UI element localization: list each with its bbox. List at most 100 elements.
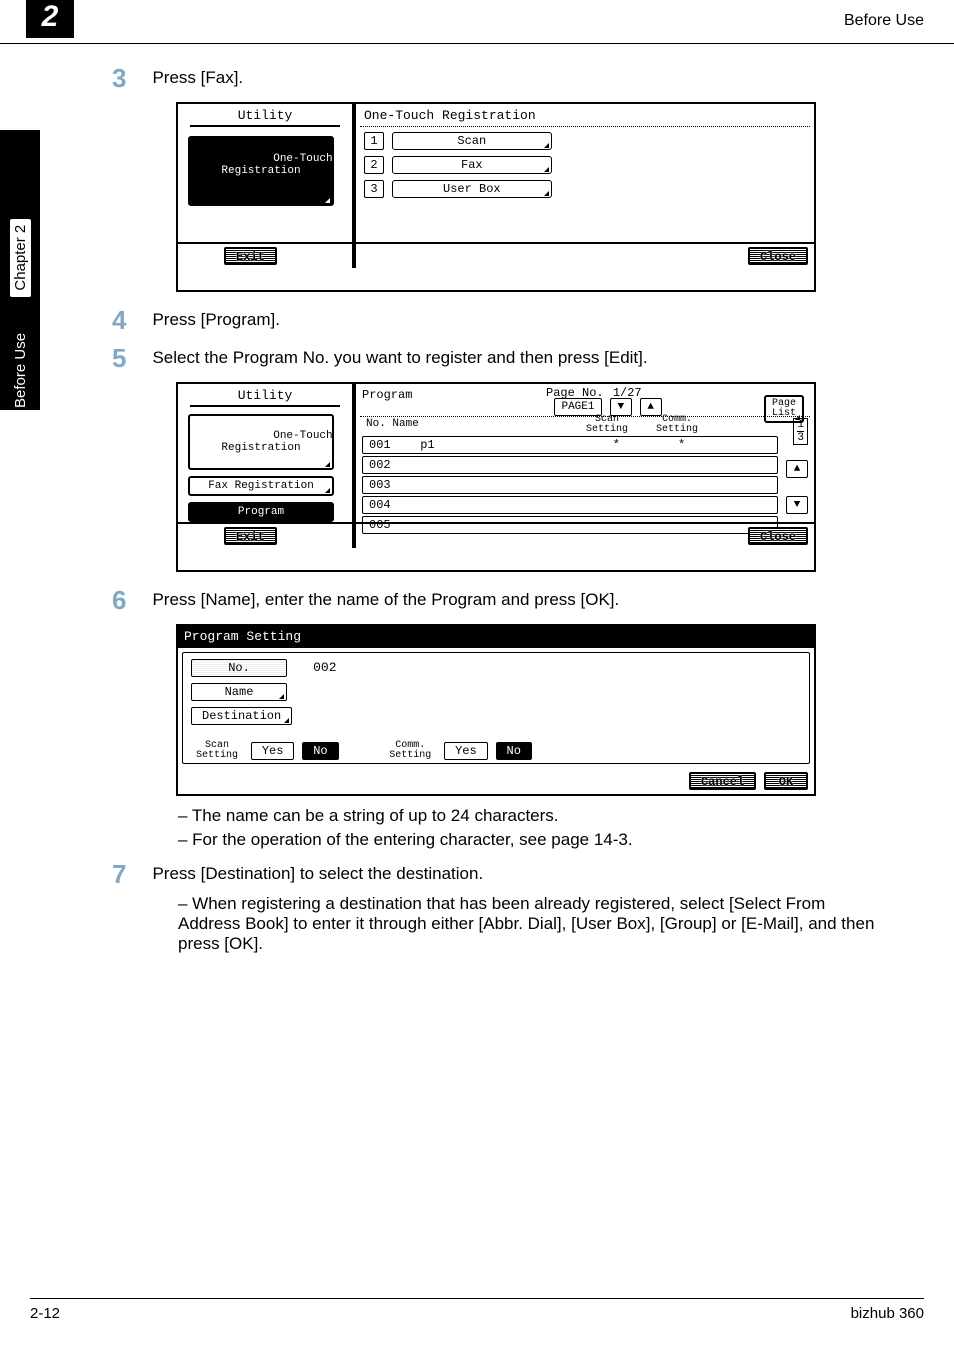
comm-yes-button[interactable]: Yes	[444, 742, 488, 760]
ok-button[interactable]: OK	[764, 772, 808, 790]
row2-num: 2	[364, 156, 384, 174]
screen-b-footer-left: Exit	[178, 522, 352, 548]
screen-a-footer-left: Exit	[178, 242, 352, 268]
step-6-num: 6	[112, 586, 148, 614]
content: 3 Press [Fax]. Utility One-Touch Registr…	[112, 58, 924, 958]
chapter-badge: 2	[26, 0, 74, 38]
exit-button[interactable]: Exit	[224, 247, 277, 265]
step-3-num: 3	[112, 64, 148, 92]
destination-label: Destination	[202, 709, 281, 723]
screen-b-right: Program Page No. 1/27 PAGE1 ▼ ▲ Page Lis…	[356, 384, 814, 548]
step-4: 4 Press [Program].	[112, 306, 924, 334]
row2-no: 002	[369, 458, 391, 472]
userbox-button[interactable]: User Box	[392, 180, 552, 198]
utility-title-b: Utility	[190, 388, 340, 407]
no-value: 002	[295, 660, 355, 675]
step-7-num: 7	[112, 860, 148, 888]
scan-no-button[interactable]: No	[302, 742, 338, 760]
row1-name: p1	[420, 437, 580, 453]
col-comm: Comm. Setting	[656, 415, 698, 435]
scroll-up-button[interactable]: ▲	[786, 460, 808, 478]
frac-bot: 3	[797, 432, 804, 444]
screen-a-title: One-Touch Registration	[364, 108, 536, 123]
one-touch-reg-tab-b[interactable]: One-Touch Registration	[188, 414, 334, 470]
fax-registration-tab[interactable]: Fax Registration	[188, 476, 334, 496]
fax-label: Fax	[461, 158, 483, 172]
fax-registration-label: Fax Registration	[208, 480, 314, 492]
step-3-text: Press [Fax].	[152, 64, 243, 92]
notes-7: – When registering a destination that ha…	[178, 894, 924, 954]
program-tab-label: Program	[238, 506, 284, 518]
cancel-button[interactable]: Cancel	[689, 772, 756, 790]
scan-label: Scan	[457, 134, 486, 148]
destination-button[interactable]: Destination	[191, 707, 292, 725]
row3-no: 003	[369, 478, 391, 492]
scan-yes-button[interactable]: Yes	[251, 742, 295, 760]
side-tab: Before Use Chapter 2	[0, 130, 40, 410]
one-touch-reg-label-b: One-Touch Registration	[221, 430, 332, 454]
col-no-name: No. Name	[366, 418, 419, 430]
table-row[interactable]: 003	[362, 476, 778, 494]
fax-button[interactable]: Fax	[392, 156, 552, 174]
screen-a-footer-right: Close	[356, 242, 814, 268]
one-touch-registration-label: One-Touch Registration	[221, 153, 332, 177]
screen-one-touch: Utility One-Touch Registration Exit One-…	[176, 102, 816, 292]
userbox-label: User Box	[443, 182, 501, 196]
close-button[interactable]: Close	[748, 247, 808, 265]
note-1: – The name can be a string of up to 24 c…	[178, 806, 924, 826]
row1-scan: *	[587, 437, 645, 453]
page-footer: 2-12 bizhub 360	[30, 1298, 924, 1326]
notes-6: – The name can be a string of up to 24 c…	[178, 806, 924, 850]
scroll-down-button[interactable]: ▼	[786, 496, 808, 514]
row4-no: 004	[369, 498, 391, 512]
row3-num: 3	[364, 180, 384, 198]
step-3: 3 Press [Fax].	[112, 64, 924, 92]
step-4-num: 4	[112, 306, 148, 334]
exit-button-b[interactable]: Exit	[224, 527, 277, 545]
step-5: 5 Select the Program No. you want to reg…	[112, 344, 924, 372]
screen-a-left: Utility One-Touch Registration Exit	[178, 104, 356, 268]
sidetab-line1: Before Use	[12, 333, 29, 408]
step-7: 7 Press [Destination] to select the dest…	[112, 860, 924, 888]
scan-button[interactable]: Scan	[392, 132, 552, 150]
program-title: Program	[362, 388, 412, 402]
row1-num: 1	[364, 132, 384, 150]
product-name: bizhub 360	[851, 1305, 924, 1322]
utility-title: Utility	[190, 108, 340, 127]
name-button[interactable]: Name	[191, 683, 287, 701]
note-3: – When registering a destination that ha…	[178, 894, 878, 954]
section-title: Before Use	[844, 12, 924, 30]
table-row[interactable]: 002	[362, 456, 778, 474]
note-2: – For the operation of the entering char…	[178, 830, 924, 850]
table-row[interactable]: 004	[362, 496, 778, 514]
page-number: 2-12	[30, 1305, 60, 1322]
screen-b-footer-right: Close	[356, 522, 814, 548]
row1-comm: *	[653, 437, 711, 453]
screen-b-left: Utility One-Touch Registration Fax Regis…	[178, 384, 356, 548]
screen-program-setting: Program Setting No. 002 Name Destination…	[176, 624, 816, 796]
page-header: 2 Before Use	[0, 0, 954, 44]
name-label: Name	[225, 685, 254, 699]
sidetab-line2: Chapter 2	[10, 219, 31, 297]
col-scan: Scan Setting	[586, 415, 628, 435]
program-setting-title: Program Setting	[178, 626, 814, 648]
step-4-text: Press [Program].	[152, 306, 280, 334]
step-5-num: 5	[112, 344, 148, 372]
close-button-b[interactable]: Close	[748, 527, 808, 545]
comm-no-button[interactable]: No	[496, 742, 532, 760]
row1-no: 001	[369, 437, 413, 453]
one-touch-registration-tab[interactable]: One-Touch Registration	[188, 136, 334, 206]
screen-a-right: One-Touch Registration 1 Scan 2 Fax 3 Us…	[356, 104, 814, 268]
step-7-text: Press [Destination] to select the destin…	[152, 860, 483, 888]
no-label: No.	[191, 659, 287, 677]
step-6-text: Press [Name], enter the name of the Prog…	[152, 586, 619, 614]
frac-top: 1	[797, 419, 804, 432]
scan-setting-label: Scan Setting	[191, 741, 243, 761]
step-6: 6 Press [Name], enter the name of the Pr…	[112, 586, 924, 614]
screen-program-list: Utility One-Touch Registration Fax Regis…	[176, 382, 816, 572]
comm-setting-label: Comm. Setting	[384, 741, 436, 761]
program-tab[interactable]: Program	[188, 502, 334, 522]
page-up-button[interactable]: ▲	[640, 398, 662, 416]
table-row[interactable]: 001 p1 * *	[362, 436, 778, 454]
step-5-text: Select the Program No. you want to regis…	[152, 344, 647, 372]
